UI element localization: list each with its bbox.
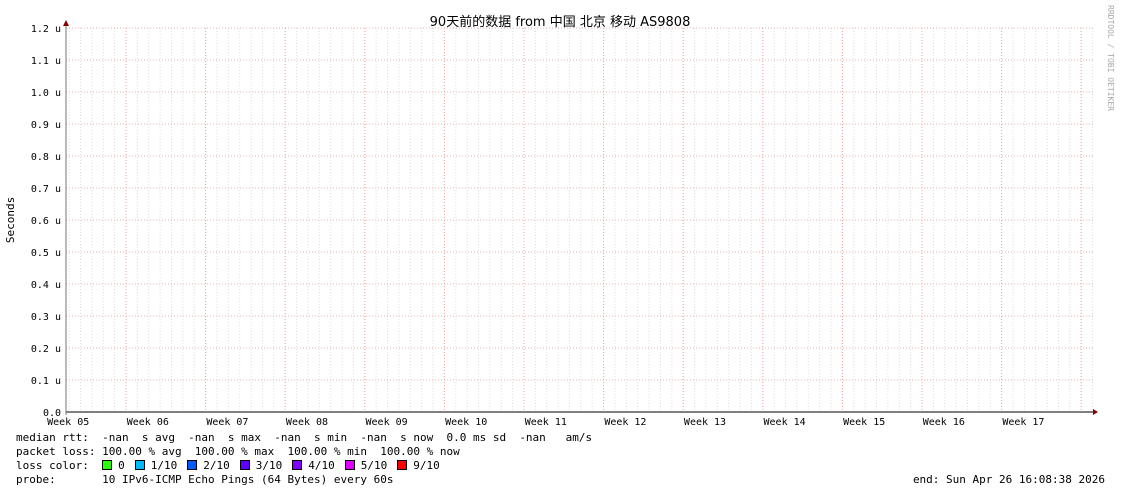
y-axis-arrow [63, 20, 69, 26]
color-swatch [344, 460, 355, 470]
rrdtool-watermark: RRDTOOL / TOBI OETIKER [1106, 5, 1115, 111]
x-tick-label: Week 12 [604, 417, 646, 428]
loss-color-item: 4/10 [292, 459, 335, 472]
x-tick-label: Week 15 [843, 417, 885, 428]
loss-color-text: 5/10 [360, 459, 388, 472]
color-swatch [187, 460, 198, 470]
y-tick-label: 0.2 u [31, 344, 61, 355]
color-swatch [134, 460, 145, 470]
x-tick-label: Week 10 [445, 417, 487, 428]
loss-color-text: 2/10 [203, 459, 230, 472]
y-tick-label: 0.0 [43, 408, 61, 419]
x-tick-label: Week 07 [206, 417, 248, 428]
y-tick-label: 0.4 u [31, 280, 61, 291]
y-tick-label: 0.5 u [31, 248, 61, 259]
loss-color-text: 9/10 [413, 459, 440, 472]
x-tick-label: Week 13 [684, 417, 726, 428]
loss-color-text: 0 [118, 459, 125, 472]
loss-color-text: 1/10 [150, 459, 178, 472]
packet-loss-line: packet loss: 100.00 % avg 100.00 % max 1… [16, 445, 460, 458]
chart-title: 90天前的数据 from 中国 北京 移动 AS9808 [430, 14, 691, 30]
y-tick-label: 0.9 u [31, 120, 61, 131]
loss-color-text: 3/10 [255, 459, 283, 472]
x-tick-label: Week 08 [286, 417, 328, 428]
y-tick-label: 0.6 u [31, 216, 61, 227]
x-axis-arrow [1093, 409, 1098, 415]
loss-color-item: 9/10 [397, 459, 440, 472]
loss-color-item: 0 [102, 459, 125, 472]
x-tick-label: Week 17 [1002, 417, 1044, 428]
x-tick-label: Week 11 [525, 417, 567, 428]
loss-color-text: 4/10 [308, 459, 335, 472]
loss-color-item: 3/10 [239, 459, 283, 472]
y-axis-label: Seconds [4, 197, 17, 243]
x-tick-label: Week 09 [366, 417, 408, 428]
color-swatch [102, 460, 113, 470]
end-time: end: Sun Apr 26 16:08:38 2026 [912, 473, 1105, 486]
y-tick-label: 0.3 u [31, 312, 61, 323]
loss-color-legend: loss color: 0 1/10 2/10 3/10 4/10 5/10 9/10 [16, 459, 450, 473]
x-tick-label: Week 16 [923, 417, 965, 428]
x-tick-label: Week 14 [764, 417, 806, 428]
y-tick-label: 1.2 u [31, 24, 61, 35]
loss-color-item: 2/10 [187, 459, 230, 472]
y-tick-label: 0.7 u [31, 184, 61, 195]
x-tick-label: Week 05 [47, 417, 89, 428]
color-swatch [292, 460, 303, 470]
y-tick-label: 0.8 u [31, 152, 61, 163]
y-tick-label: 1.1 u [31, 56, 61, 67]
color-swatch [239, 460, 250, 470]
y-tick-label: 1.0 u [31, 88, 61, 99]
y-tick-label: 0.1 u [31, 376, 61, 387]
probe-line: probe: 10 IPv6-ICMP Echo Pings (64 Bytes… [16, 473, 394, 486]
loss-color-item: 1/10 [134, 459, 178, 472]
x-tick-label: Week 06 [127, 417, 169, 428]
median-rtt-line: median rtt: -nan s avg -nan s max -nan s… [16, 431, 593, 444]
loss-color-label: loss color: [16, 459, 103, 472]
loss-color-item: 5/10 [344, 459, 388, 472]
color-swatch [397, 460, 408, 470]
